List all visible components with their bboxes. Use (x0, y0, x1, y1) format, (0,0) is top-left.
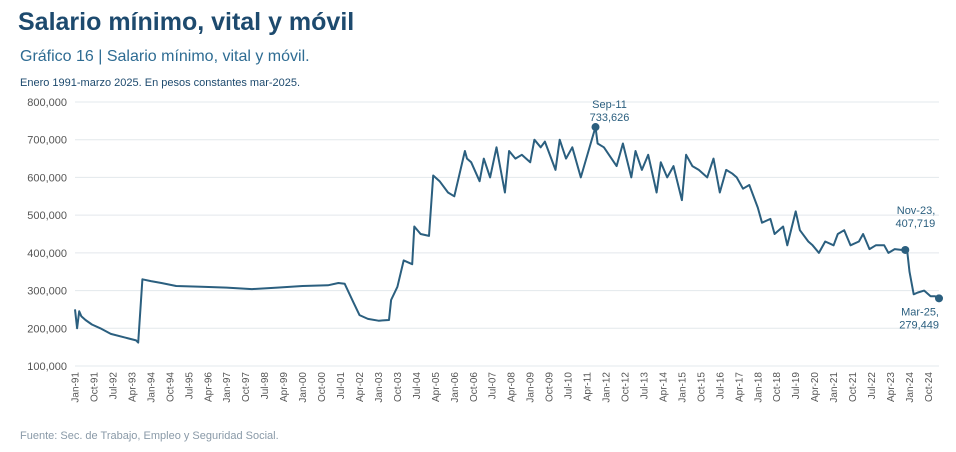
annotation-label: Nov-23, (897, 205, 936, 217)
annotation-point (935, 294, 943, 303)
series-line (74, 126, 940, 344)
annotation-value: 733,626 (590, 112, 630, 124)
x-tick-label: Jan-12 (602, 372, 613, 403)
x-tick-label: Apr-14 (658, 372, 669, 402)
y-tick-label: 600,000 (27, 172, 67, 184)
y-tick-label: 400,000 (27, 248, 67, 260)
y-tick-label: 100,000 (27, 361, 67, 373)
x-tick-label: Jan-15 (677, 372, 688, 403)
x-tick-label: Jul-07 (488, 372, 499, 400)
x-tick-label: Jan-97 (222, 372, 233, 403)
x-tick-label: Apr-11 (583, 372, 594, 402)
x-tick-label: Oct-24 (924, 372, 935, 402)
x-tick-label: Jul-13 (639, 372, 650, 400)
x-tick-label: Apr-93 (127, 372, 138, 402)
chart-title: Salario mínimo, vital y móvil (18, 8, 355, 36)
x-tick-label: Jul-19 (791, 372, 802, 400)
x-tick-label: Jan-24 (905, 372, 916, 403)
x-tick-label: Jul-22 (867, 372, 878, 400)
x-tick-label: Jan-18 (753, 372, 764, 403)
x-tick-label: Jan-94 (146, 372, 157, 403)
annotation-label: Mar-25, (901, 306, 939, 318)
annotation-label: Sep-11 (592, 99, 627, 111)
x-tick-label: Apr-17 (734, 372, 745, 402)
x-tick-label: Oct-18 (772, 372, 783, 402)
x-tick-label: Apr-20 (810, 372, 821, 402)
x-tick-label: Jul-92 (108, 372, 119, 400)
y-tick-label: 200,000 (27, 323, 67, 335)
x-tick-label: Apr-02 (355, 372, 366, 402)
annotation-value: 407,719 (896, 218, 936, 230)
x-tick-label: Apr-23 (886, 372, 897, 402)
x-tick-label: Jan-91 (71, 372, 82, 403)
annotation-point (591, 123, 600, 132)
chart-note: Enero 1991-marzo 2025. En pesos constant… (20, 77, 301, 89)
y-tick-label: 500,000 (27, 210, 67, 222)
x-tick-label: Jan-21 (829, 372, 840, 403)
x-tick-label: Apr-96 (203, 372, 214, 402)
x-tick-label: Jul-16 (715, 372, 726, 400)
x-tick-label: Jan-03 (374, 372, 385, 403)
x-tick-label: Apr-05 (431, 372, 442, 402)
x-tick-label: Oct-15 (696, 372, 707, 402)
chart-subtitle: Gráfico 16 | Salario mínimo, vital y móv… (20, 48, 310, 65)
x-tick-label: Oct-03 (393, 372, 404, 402)
x-tick-label: Jul-95 (184, 372, 195, 400)
x-tick-label: Oct-91 (89, 372, 100, 402)
x-tick-label: Jan-00 (298, 372, 309, 403)
x-tick-label: Jan-06 (450, 372, 461, 403)
x-tick-label: Oct-06 (469, 372, 480, 402)
annotation-point (901, 245, 910, 254)
x-tick-label: Apr-08 (507, 372, 518, 402)
annotation-value: 279,449 (899, 319, 939, 331)
x-tick-label: Jul-04 (412, 372, 423, 400)
y-tick-label: 700,000 (27, 135, 67, 147)
x-tick-label: Jul-10 (564, 372, 575, 400)
x-tick-label: Jul-01 (336, 372, 347, 400)
y-tick-label: 800,000 (27, 97, 67, 109)
x-tick-label: Jul-98 (260, 372, 271, 400)
x-tick-label: Oct-97 (241, 372, 252, 402)
x-tick-label: Oct-09 (545, 372, 556, 402)
x-tick-label: Oct-94 (165, 372, 176, 402)
x-tick-label: Apr-99 (279, 372, 290, 402)
x-tick-label: Jan-09 (526, 372, 537, 403)
x-tick-label: Oct-12 (621, 372, 632, 402)
x-tick-label: Oct-21 (848, 372, 859, 402)
y-tick-label: 300,000 (27, 286, 67, 298)
source-note: Fuente: Sec. de Trabajo, Empleo y Seguri… (20, 430, 279, 442)
x-tick-label: Oct-00 (317, 372, 328, 402)
